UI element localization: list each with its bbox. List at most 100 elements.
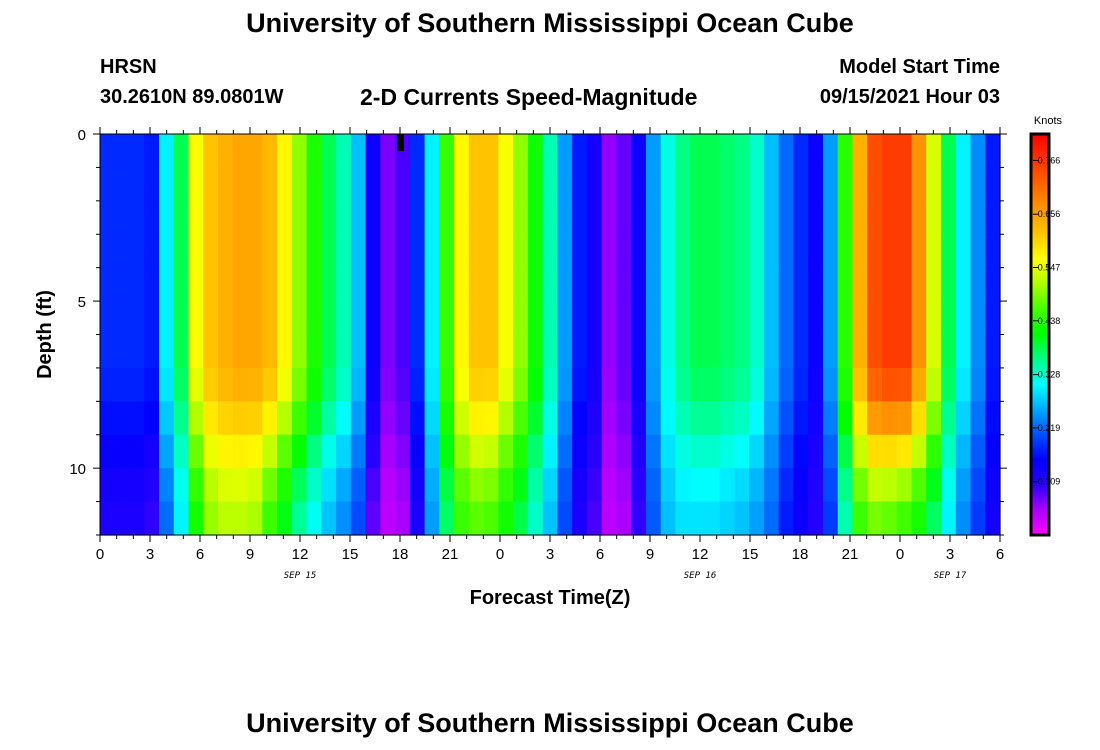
heatmap-cell	[409, 301, 426, 336]
heatmap-cell	[911, 367, 927, 402]
heatmap-cell	[439, 234, 455, 269]
heatmap-cell	[203, 234, 219, 269]
heatmap-cell	[911, 334, 927, 369]
heatmap-cell	[926, 234, 942, 269]
heatmap-cell	[395, 234, 411, 269]
heatmap-cell	[852, 501, 868, 536]
heatmap-cell	[734, 367, 750, 402]
heatmap-cell	[336, 200, 352, 235]
heatmap-cell	[188, 200, 204, 235]
heatmap-cell	[719, 434, 736, 469]
heatmap-cell	[409, 334, 426, 369]
heatmap-cell	[601, 468, 617, 503]
heatmap-cell	[129, 200, 145, 235]
heatmap-cell	[719, 367, 736, 402]
heatmap-cell	[203, 301, 219, 336]
heatmap-cell	[350, 468, 367, 503]
heatmap-cell	[719, 401, 736, 436]
heatmap-cell	[572, 167, 588, 202]
heatmap-cell	[439, 267, 455, 302]
heatmap-cell	[114, 434, 131, 469]
heatmap-cell	[631, 167, 647, 202]
heatmap-cell	[970, 301, 986, 336]
heatmap-cell	[911, 267, 927, 302]
heatmap-cell	[100, 334, 116, 369]
heatmap-cell	[350, 334, 367, 369]
heatmap-cell	[704, 501, 721, 536]
heatmap-cell	[483, 334, 499, 369]
heatmap-cell	[336, 367, 352, 402]
heatmap-cell	[424, 234, 440, 269]
heatmap-cell	[173, 468, 190, 503]
heatmap-cell	[468, 267, 485, 302]
heatmap-cell	[734, 401, 750, 436]
heatmap-cell	[144, 367, 160, 402]
heatmap-cell	[144, 267, 160, 302]
heatmap-cell	[513, 334, 529, 369]
heatmap-cell	[232, 267, 249, 302]
heatmap-cell	[822, 167, 839, 202]
heatmap-cell	[645, 234, 662, 269]
heatmap-cell	[734, 468, 750, 503]
heatmap-cell	[365, 367, 381, 402]
heatmap-cell	[778, 134, 795, 169]
heatmap-cell	[173, 267, 190, 302]
heatmap-cell	[970, 234, 986, 269]
heatmap-cell	[749, 501, 765, 536]
heatmap-cell	[867, 134, 883, 169]
heatmap-cell	[350, 200, 367, 235]
heatmap-cell	[188, 301, 204, 336]
heatmap-cell	[778, 301, 795, 336]
heatmap-cell	[911, 134, 927, 169]
x-tick-label: 6	[596, 546, 604, 563]
heatmap-cell	[306, 234, 322, 269]
heatmap-cell	[572, 501, 588, 536]
page-title: University of Southern Mississippi Ocean…	[246, 8, 854, 38]
heatmap-cell	[586, 434, 603, 469]
heatmap-cell	[483, 267, 499, 302]
heatmap-cell	[306, 200, 322, 235]
heatmap-cell	[631, 267, 647, 302]
heatmap-cell	[232, 434, 249, 469]
heatmap-cell	[793, 501, 809, 536]
heatmap-cell	[262, 334, 278, 369]
heatmap-cell	[763, 301, 780, 336]
heatmap-cell	[277, 234, 293, 269]
heatmap-cell	[808, 234, 824, 269]
heatmap-cell	[822, 468, 839, 503]
heatmap-cell	[247, 367, 263, 402]
heatmap-cell	[203, 267, 219, 302]
heatmap-cell	[100, 234, 116, 269]
heatmap-cell	[218, 468, 234, 503]
heatmap-cell	[395, 167, 411, 202]
heatmap-cell	[424, 200, 440, 235]
heatmap-cell	[277, 134, 293, 169]
heatmap-cell	[454, 200, 470, 235]
heatmap-cell	[498, 334, 514, 369]
heatmap-cell	[778, 234, 795, 269]
heatmap-cell	[439, 334, 455, 369]
heatmap-cell	[940, 334, 957, 369]
x-tick-label: 21	[842, 546, 859, 563]
heatmap-cell	[439, 167, 455, 202]
heatmap-cell	[129, 234, 145, 269]
heatmap-cell	[690, 501, 706, 536]
heatmap-cell	[660, 301, 677, 336]
heatmap-cell	[881, 468, 898, 503]
heatmap-cell	[940, 200, 957, 235]
heatmap-cell	[955, 401, 972, 436]
heatmap-cells	[100, 134, 1001, 536]
heatmap-cell	[395, 267, 411, 302]
heatmap-cell	[616, 167, 632, 202]
heatmap-cell	[808, 434, 824, 469]
heatmap-cell	[867, 401, 883, 436]
heatmap-cell	[822, 200, 839, 235]
heatmap-cell	[926, 401, 942, 436]
heatmap-cell	[424, 501, 440, 536]
heatmap-cell	[601, 301, 617, 336]
x-tick-label: 15	[342, 546, 359, 563]
heatmap-cell	[926, 267, 942, 302]
heatmap-cell	[277, 367, 293, 402]
heatmap-cell	[675, 167, 691, 202]
heatmap-cell	[159, 367, 175, 402]
